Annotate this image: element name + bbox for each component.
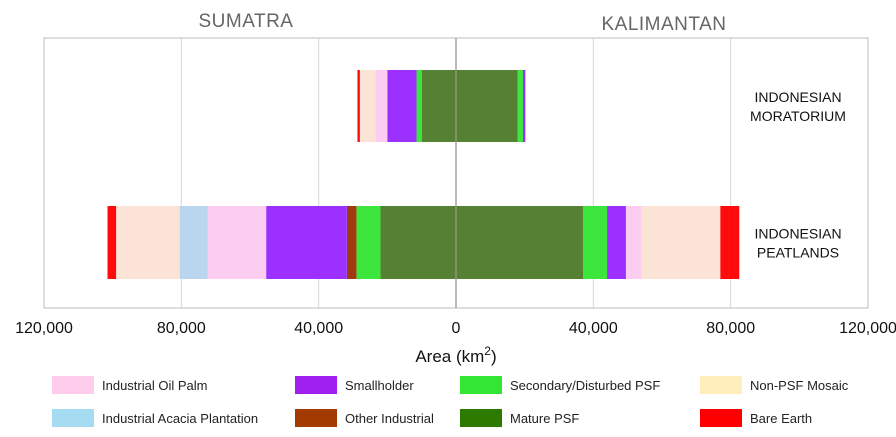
x-tick-label: 80,000 <box>706 320 755 337</box>
bar-segment-kalimantan-secondary_psf <box>583 206 608 279</box>
region-labels: SUMATRA KALIMANTAN <box>199 11 727 35</box>
row-label-line: MORATORIUM <box>750 108 846 124</box>
legend-label-bare_earth: Bare Earth <box>750 411 812 426</box>
legend-swatch-secondary_psf <box>460 376 502 394</box>
bar-segment-sumatra-mature_psf <box>421 70 456 142</box>
legend-label-acacia: Industrial Acacia Plantation <box>102 411 258 426</box>
legend-swatch-other_industrial <box>295 409 337 427</box>
x-tick-label: 120,000 <box>839 320 896 337</box>
row-label-line: PEATLANDS <box>757 245 839 261</box>
bar-segment-sumatra-non_psf_mosaic <box>359 70 376 142</box>
legend-swatch-oil_palm <box>52 376 94 394</box>
legend-swatch-bare_earth <box>700 409 742 427</box>
x-tick-label: 40,000 <box>569 320 618 337</box>
bar-segment-sumatra-non_psf_mosaic <box>116 206 180 279</box>
legend-label-non_psf_mosaic: Non-PSF Mosaic <box>750 378 849 393</box>
legend-label-mature_psf: Mature PSF <box>510 411 579 426</box>
bar-segment-kalimantan-non_psf_mosaic <box>641 206 721 279</box>
bar-segment-kalimantan-smallholder <box>607 206 626 279</box>
row-labels: INDONESIAN MORATORIUM INDONESIAN PEATLANDS <box>750 89 846 261</box>
x-tick-label: 80,000 <box>157 320 206 337</box>
bar-segment-kalimantan-oil_palm <box>625 206 642 279</box>
plot-frame <box>43 37 869 309</box>
bar-segment-kalimantan-smallholder <box>522 70 526 142</box>
bar-segment-sumatra-acacia <box>179 206 208 279</box>
legend-label-secondary_psf: Secondary/Disturbed PSF <box>510 378 660 393</box>
bar-segment-kalimantan-secondary_psf <box>517 70 523 142</box>
legend: Industrial Oil Palm Smallholder Secondary/… <box>52 376 849 427</box>
bar-segment-sumatra-smallholder <box>387 70 417 142</box>
x-tick-label: 120,000 <box>15 320 73 337</box>
x-tick-label: 0 <box>452 320 461 337</box>
x-tick-labels: 120,000 80,000 40,000 0 40,000 80,000 120,000 <box>15 320 896 337</box>
bar-segment-sumatra-oil_palm <box>375 70 388 142</box>
legend-label-smallholder: Smallholder <box>345 378 414 393</box>
bar-segment-sumatra-other_industrial <box>346 206 357 279</box>
legend-swatch-smallholder <box>295 376 337 394</box>
region-label-sumatra: SUMATRA <box>199 11 294 32</box>
legend-label-oil_palm: Industrial Oil Palm <box>102 378 207 393</box>
legend-swatch-mature_psf <box>460 409 502 427</box>
row-label-line: INDONESIAN <box>754 226 841 242</box>
x-tick-label: 40,000 <box>294 320 343 337</box>
bar-segment-sumatra-secondary_psf <box>356 206 381 279</box>
region-label-kalimantan: KALIMANTAN <box>601 14 726 35</box>
bar-segment-sumatra-bare_earth <box>107 206 117 279</box>
bar-segment-kalimantan-mature_psf <box>456 206 584 279</box>
x-axis-title: Area (km2) <box>415 344 496 366</box>
bar-segment-sumatra-oil_palm <box>207 206 267 279</box>
bar-series <box>107 70 740 279</box>
bar-segment-sumatra-mature_psf <box>380 206 456 279</box>
legend-swatch-non_psf_mosaic <box>700 376 742 394</box>
bar-segment-kalimantan-mature_psf <box>456 70 518 142</box>
bar-segment-sumatra-secondary_psf <box>416 70 422 142</box>
row-label-line: INDONESIAN <box>754 89 841 105</box>
legend-label-other_industrial: Other Industrial <box>345 411 434 426</box>
bar-segment-sumatra-bare_earth <box>357 70 360 142</box>
legend-swatch-acacia <box>52 409 94 427</box>
bar-segment-kalimantan-bare_earth <box>720 206 740 279</box>
bar-segment-sumatra-smallholder <box>266 206 347 279</box>
